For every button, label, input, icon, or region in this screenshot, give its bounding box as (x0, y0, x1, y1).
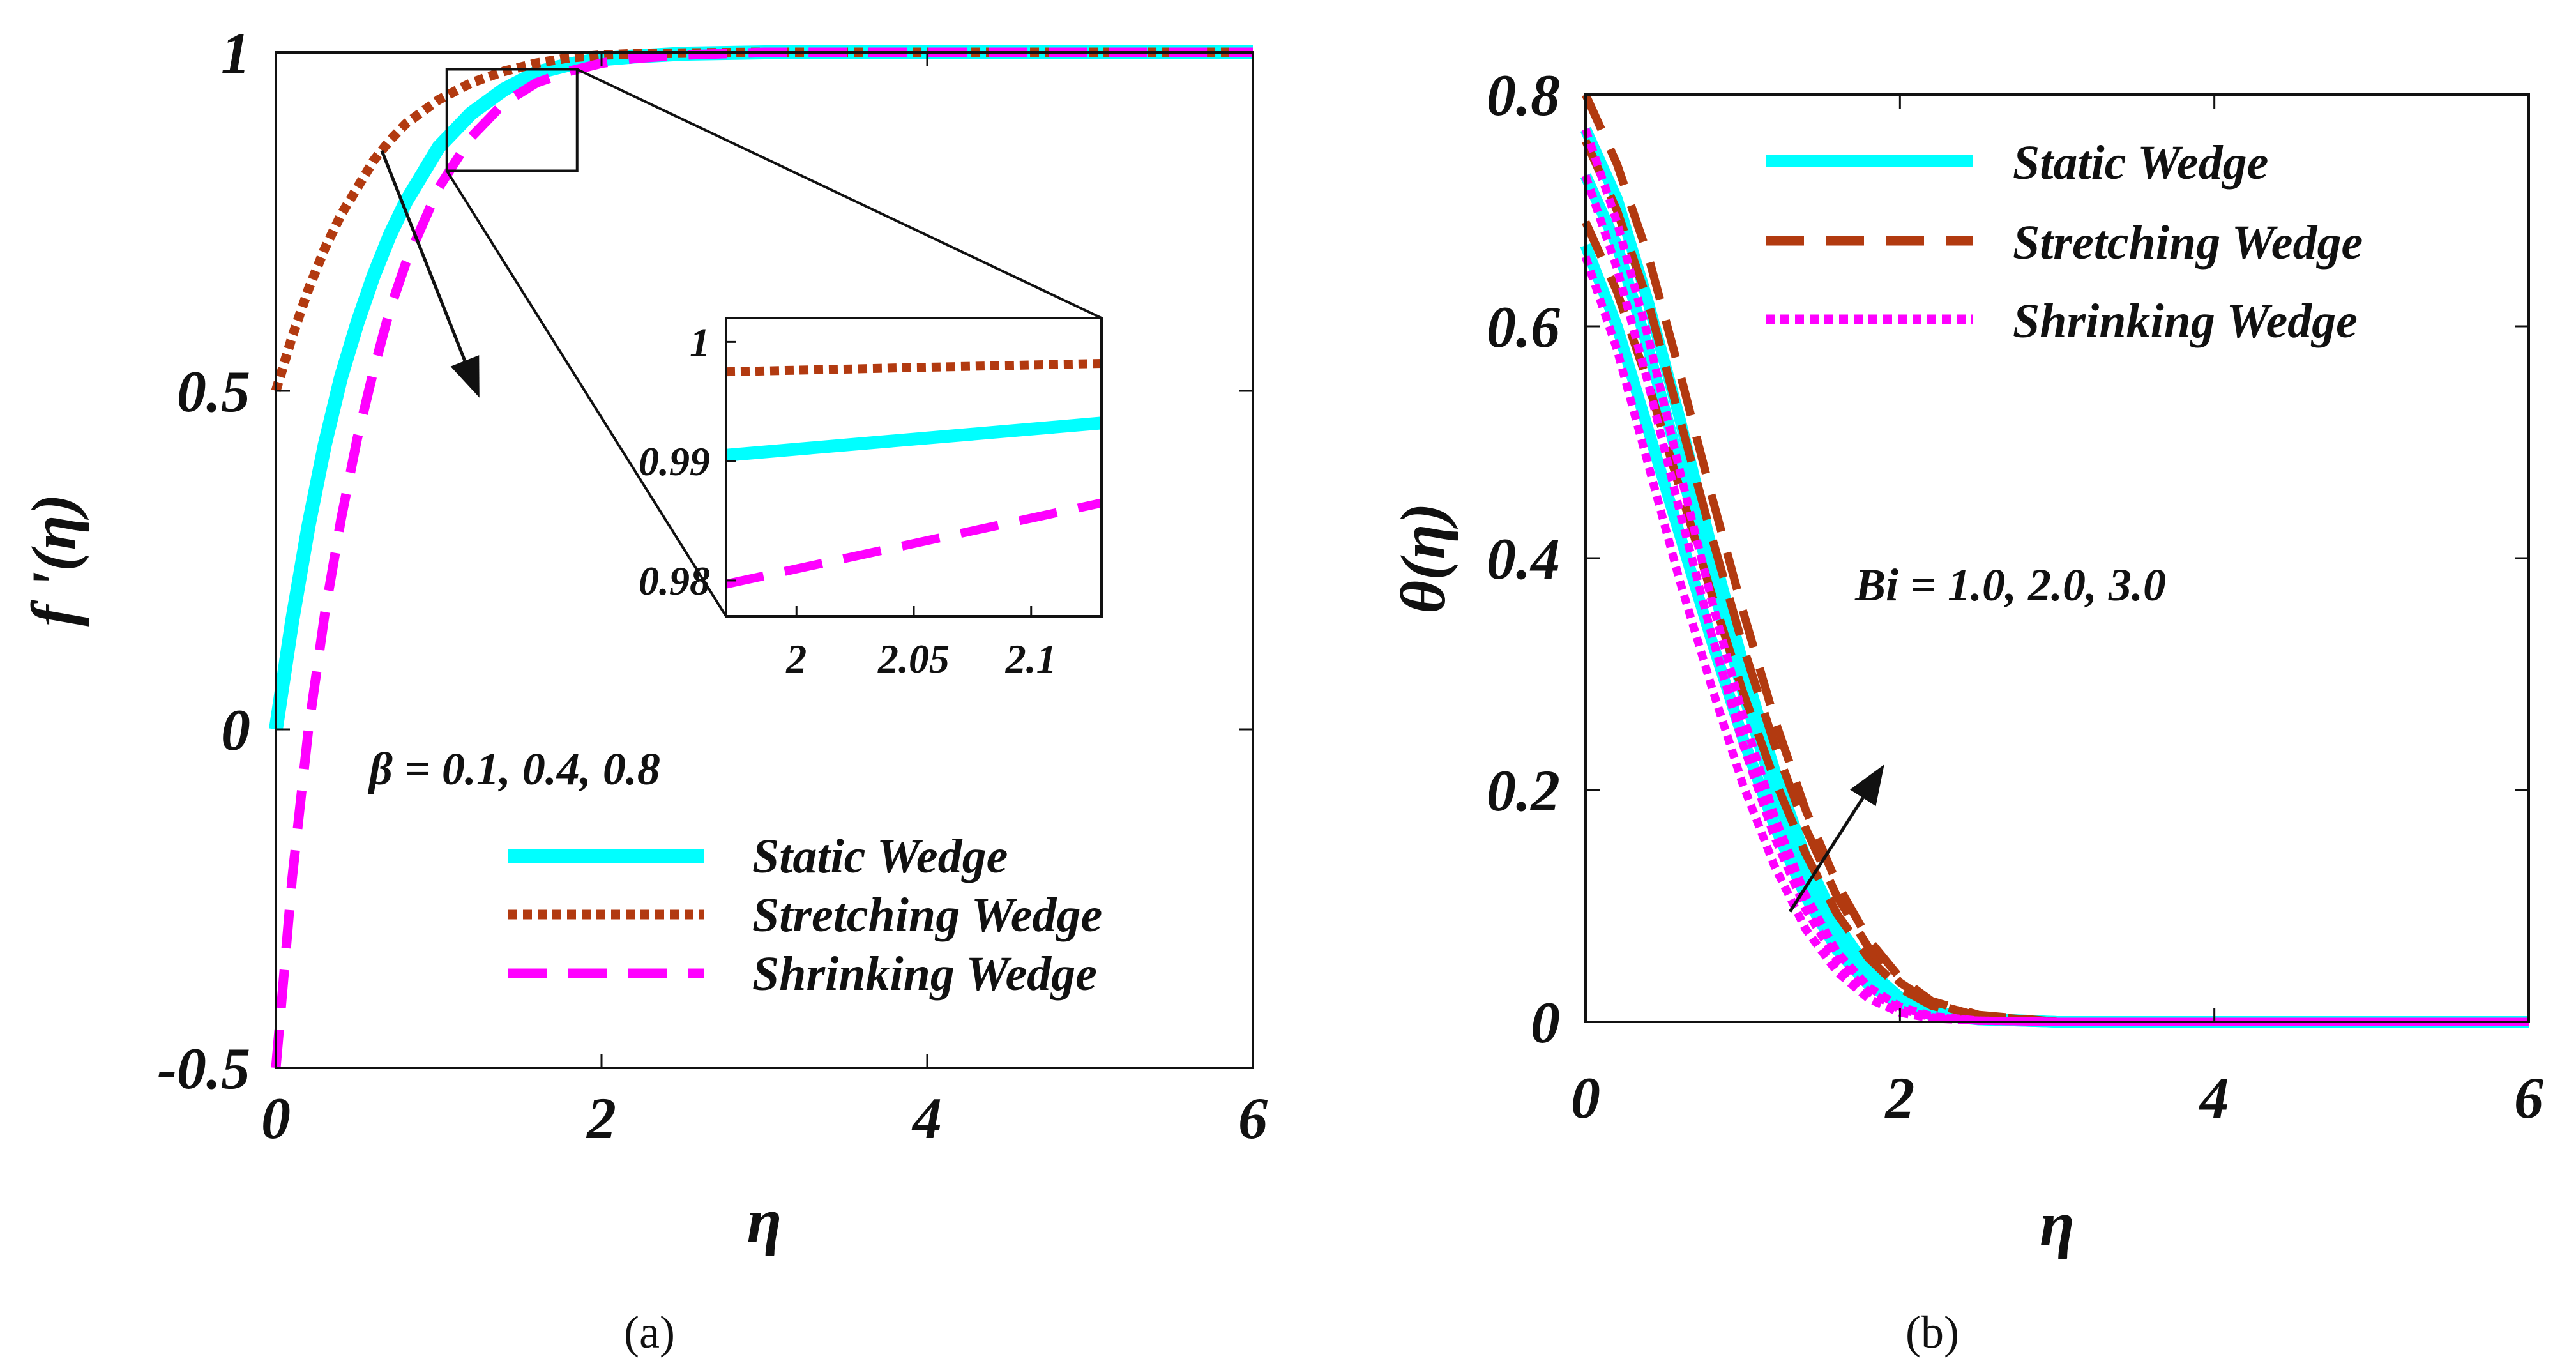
chart-a-inset-frame (725, 317, 1103, 618)
chart-b-legend-label: Static Wedge (2013, 136, 2268, 190)
chart-a-ylabel: f '(η) (19, 494, 89, 627)
chart-b-arrow (1788, 796, 1865, 913)
chart-a-xtick-label: 0 (261, 1086, 291, 1151)
chart-b-legend-label: Stretching Wedge (2013, 216, 2363, 270)
chart-a-series-line-shrinking (271, 47, 1253, 1068)
chart-a-xtick-label: 6 (1238, 1086, 1268, 1151)
chart-b-ytick-label: 0.4 (1487, 526, 1560, 591)
chart-b-arrow-head (1850, 764, 1884, 807)
chart-a-inset-ytick-label: 1 (690, 319, 710, 365)
chart-a-plot-area (269, 45, 1254, 1069)
chart-b-xtick-label: 4 (2199, 1065, 2229, 1130)
chart-a-inset-ytick-label: 0.98 (639, 558, 710, 604)
chart-b-legend: Static Wedge Stretching Wedge Shrinking We… (1766, 136, 2363, 348)
chart-a-caption: (a) (624, 1307, 675, 1358)
chart-a-inset-line-stretching (725, 359, 1102, 377)
chart-a-xtick-label: 4 (911, 1086, 942, 1151)
chart-a-inset-ytick-label: 0.99 (639, 439, 710, 484)
chart-a-inset-line-shrinking (725, 498, 1103, 589)
chart-a-ytick-label: 0.5 (177, 359, 250, 424)
chart-b-xtick-label: 6 (2514, 1065, 2543, 1130)
chart-b-ylabel: θ(η) (1388, 503, 1458, 613)
chart-b-plot-area (1580, 93, 2530, 1028)
chart-a-arrow (380, 149, 467, 361)
chart-a-xtick-label: 2 (586, 1086, 616, 1151)
chart-b-ytick-label: 0 (1531, 990, 1560, 1055)
chart-b: 0 2 4 6 0 0.2 0.4 0.6 0.8 Bi = 1.0, 2.0, 3.0 Stati… (1388, 63, 2543, 1358)
chart-a-zoom-connector (576, 68, 1102, 319)
chart-a-ytick-label: 1 (221, 20, 250, 86)
chart-a-ytick-label: -0.5 (157, 1036, 250, 1101)
chart-b-ytick-label: 0.8 (1487, 63, 1560, 128)
chart-a-legend-label: Static Wedge (752, 830, 1008, 883)
chart-b-legend-label: Shrinking Wedge (2013, 294, 2358, 348)
chart-a-frame (275, 51, 1254, 1069)
chart-a-zoom-connector (446, 170, 727, 618)
chart-b-series-line-stretching-bi-2-0 (1582, 139, 2529, 1026)
chart-a-legend-label: Stretching Wedge (752, 888, 1102, 942)
chart-a-inset-xtick-label: 2.1 (1005, 636, 1057, 681)
chart-b-xtick-label: 2 (1884, 1065, 1914, 1130)
chart-b-xlabel: η (2040, 1189, 2075, 1259)
chart-a-inset-xtick-label: 2 (785, 636, 807, 681)
chart-b-caption: (b) (1905, 1307, 1959, 1358)
chart-a-arrow-head (450, 355, 480, 398)
chart-a-annotation: β = 0.1, 0.4, 0.8 (367, 743, 660, 794)
chart-b-series-line-shrinking-bi-3-0 (1581, 128, 2529, 1026)
chart-b-frame (1584, 93, 2530, 1023)
chart-b-ytick-label: 0.2 (1487, 758, 1560, 823)
chart-a-xlabel: η (747, 1185, 782, 1256)
chart-b-xtick-label: 0 (1571, 1065, 1600, 1130)
chart-a-inset: 2 2.05 2.1 0.98 0.99 1 (639, 317, 1103, 681)
chart-a-zoom-box (445, 68, 579, 172)
chart-b-ytick-label: 0.6 (1487, 294, 1560, 360)
chart-a-inset-line-static (725, 416, 1102, 462)
chart-a-ytick-label: 0 (221, 697, 250, 763)
chart-a-inset-xtick-label: 2.05 (877, 636, 950, 681)
chart-b-annotation: Bi = 1.0, 2.0, 3.0 (1854, 559, 2166, 611)
chart-a-legend-label: Shrinking Wedge (752, 947, 1097, 1001)
chart-a-inset-background (726, 318, 1102, 616)
